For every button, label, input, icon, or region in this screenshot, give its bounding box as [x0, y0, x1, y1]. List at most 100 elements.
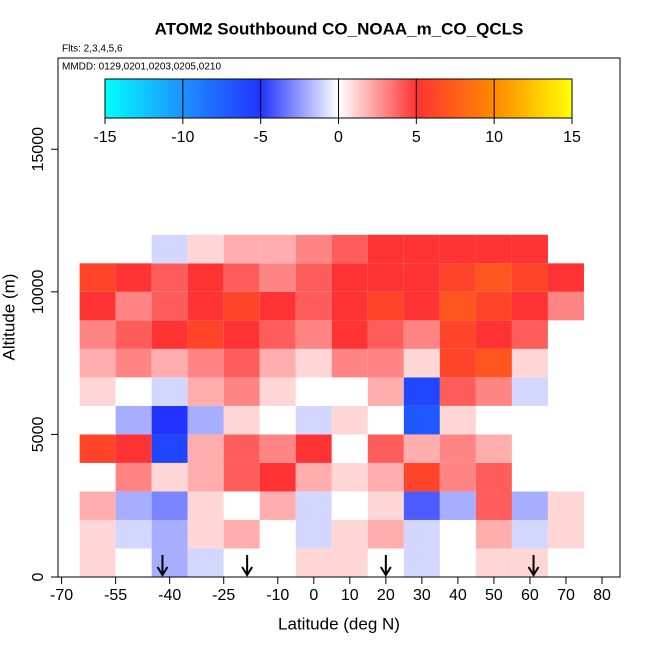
heat-cell: [331, 320, 368, 349]
heat-cell: [79, 320, 116, 349]
heat-cell: [295, 348, 332, 378]
heat-cell: [439, 377, 476, 406]
x-tick-label: 60: [521, 587, 539, 604]
heat-cell: [151, 377, 188, 406]
heat-cell: [115, 263, 152, 292]
x-axis-label: Latitude (deg N): [278, 614, 400, 633]
heat-cell: [295, 434, 332, 463]
y-tick-label: 15000: [30, 127, 47, 172]
x-tick-label: 70: [557, 587, 575, 604]
heat-cell: [547, 291, 584, 321]
heat-cell: [259, 263, 296, 292]
heat-cell: [331, 491, 368, 520]
heat-cell: [187, 263, 224, 292]
heat-cell: [367, 263, 404, 292]
arrow: [527, 555, 540, 577]
colorbar-tick-label: -5: [254, 129, 268, 146]
heat-cell: [403, 291, 440, 321]
colorbar-tick-label: -15: [93, 129, 116, 146]
heat-cell: [403, 234, 440, 264]
heat-cell: [475, 320, 512, 349]
arrow: [241, 555, 253, 577]
heat-cell: [547, 348, 584, 378]
heat-cell: [115, 377, 152, 406]
heat-cell: [259, 434, 296, 463]
heat-cell: [259, 519, 296, 549]
heat-cell: [547, 377, 584, 406]
heat-cell: [367, 405, 404, 435]
y-tick-label: 0: [30, 572, 47, 581]
x-tick-label: -25: [212, 587, 235, 604]
heat-cell: [439, 491, 476, 520]
x-tick-label: 20: [377, 587, 395, 604]
heat-cell: [439, 291, 476, 321]
heat-cell: [403, 377, 440, 406]
x-tick-label: -70: [50, 587, 73, 604]
heat-cell: [223, 519, 260, 549]
heat-cell: [187, 491, 224, 520]
heat-cell: [151, 291, 188, 321]
heat-cell: [187, 519, 224, 549]
heat-cell: [331, 519, 368, 549]
heat-cell: [223, 348, 260, 378]
heat-cell: [367, 462, 404, 492]
heat-cell: [547, 405, 584, 435]
heat-cell: [331, 263, 368, 292]
heat-cell: [295, 462, 332, 492]
heat-cell: [547, 434, 584, 463]
heat-cell: [223, 491, 260, 520]
heat-cell: [259, 405, 296, 435]
heat-cell: [367, 291, 404, 321]
heat-cell: [223, 320, 260, 349]
heat-cell: [331, 434, 368, 463]
heat-cell: [187, 377, 224, 406]
heat-cell: [403, 434, 440, 463]
heat-cell: [295, 519, 332, 549]
heat-cell: [403, 548, 440, 577]
heat-cell: [259, 491, 296, 520]
heat-cell: [259, 291, 296, 321]
x-tick-label: 50: [485, 587, 503, 604]
heat-cell: [511, 519, 548, 549]
heat-cell: [259, 548, 296, 577]
heat-cell: [259, 234, 296, 264]
x-tick-label: 40: [449, 587, 467, 604]
x-tick-label: -10: [266, 587, 289, 604]
heat-cell: [475, 291, 512, 321]
heat-cell: [439, 434, 476, 463]
colorbar-tick-label: -10: [171, 129, 194, 146]
heat-cell: [223, 377, 260, 406]
heat-cell: [439, 519, 476, 549]
heat-cell: [367, 377, 404, 406]
heat-cell: [79, 263, 116, 292]
heat-cell: [79, 519, 116, 549]
heat-cell: [223, 234, 260, 264]
heat-cell: [547, 548, 584, 577]
heat-cell: [511, 548, 548, 577]
heat-cell: [115, 462, 152, 492]
heat-cell: [187, 548, 224, 577]
heat-cell: [511, 434, 548, 463]
heat-cell: [187, 434, 224, 463]
heat-cell: [223, 434, 260, 463]
heat-cell: [331, 234, 368, 264]
heat-cell: [115, 434, 152, 463]
heat-cell: [151, 263, 188, 292]
heat-cell: [331, 377, 368, 406]
heat-cell: [367, 234, 404, 264]
heat-cell: [439, 234, 476, 264]
heat-cell: [403, 348, 440, 378]
x-tick-label: -55: [104, 587, 127, 604]
heat-cell: [223, 405, 260, 435]
heat-cell: [295, 377, 332, 406]
y-axis-label: Altitude (m): [0, 274, 18, 361]
heat-cell: [439, 462, 476, 492]
heat-cell: [439, 348, 476, 378]
heat-cell: [79, 405, 116, 435]
heat-cell: [475, 377, 512, 406]
heat-cell: [403, 519, 440, 549]
heat-cell: [547, 491, 584, 520]
heat-cell: [79, 377, 116, 406]
annotation: MMDD: 0129,0201,0203,0205,0210: [62, 62, 221, 73]
